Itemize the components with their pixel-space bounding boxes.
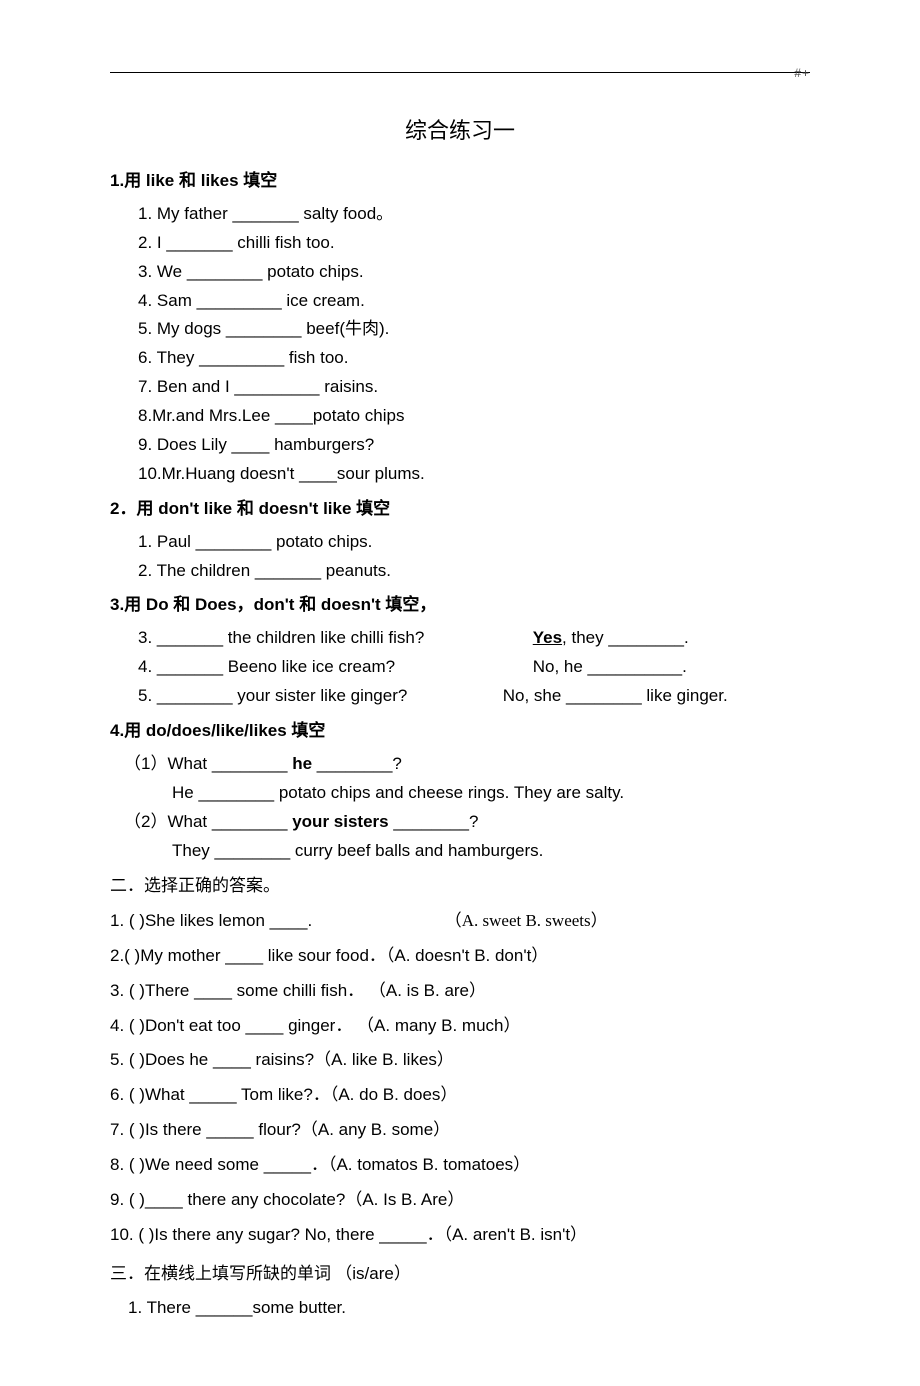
- sec1-b1: like: [141, 171, 179, 190]
- s4-q1: （1）What ________ he ________?: [124, 750, 810, 779]
- sec3-cn2: 和: [173, 595, 190, 614]
- p3-hb: is/are: [352, 1264, 394, 1283]
- p2-q6: 6. ( )What _____ Tom like?．（A. do B. doe…: [110, 1078, 810, 1113]
- part2-heading: 二．选择正确的答案。: [110, 871, 810, 902]
- sec1-cn1: 用: [124, 171, 141, 190]
- sec1-b2: likes: [196, 171, 243, 190]
- p2-q10: 10. ( )Is there any sugar? No, there ___…: [110, 1218, 810, 1253]
- s3-5-left: 5. ________ your sister like ginger?: [138, 682, 498, 711]
- section-3-heading: 3.用 Do 和 Does，don't 和 doesn't 填空，: [110, 591, 810, 620]
- s3-3-left: 3. _______ the children like chilli fish…: [138, 624, 528, 653]
- s1-item-5c: ).: [379, 319, 389, 338]
- s1-item-5b: 牛肉: [345, 319, 379, 338]
- p2-q8: 8. ( )We need some _____．（A. tomatos B. …: [110, 1148, 810, 1183]
- s4-q1c: ________?: [312, 754, 402, 773]
- s3-5-right: No, she ________ like ginger.: [503, 682, 728, 711]
- s4-q1-sub: He ________ potato chips and cheese ring…: [172, 779, 810, 808]
- header-rule: [110, 72, 810, 73]
- p2-q1: 1. ( )She likes lemon ____. （A. sweet B.…: [110, 904, 810, 939]
- p2-q5: 5. ( )Does he ____ raisins?（A. like B. l…: [110, 1043, 810, 1078]
- p3-hc: ）: [394, 1264, 411, 1283]
- s3-item-4: 4. _______ Beeno like ice cream? No, he …: [138, 653, 810, 682]
- sec4-b1: do/does/like/likes: [141, 721, 291, 740]
- section-4-heading: 4.用 do/does/like/likes 填空: [110, 717, 810, 746]
- p2-q7: 7. ( )Is there _____ flour?（A. any B. so…: [110, 1113, 810, 1148]
- s1-item-7: 7. Ben and I _________ raisins.: [138, 373, 810, 402]
- sec2-b1: don't like: [153, 499, 236, 518]
- s1-item-5: 5. My dogs ________ beef(牛肉).: [138, 315, 810, 344]
- s3-4-right: No, he __________.: [533, 653, 687, 682]
- s1-item-6: 6. They _________ fish too.: [138, 344, 810, 373]
- s3-item-5: 5. ________ your sister like ginger? No,…: [138, 682, 810, 711]
- corner-mark: #+: [794, 66, 810, 80]
- sec1-cn2: 和: [179, 171, 196, 190]
- sec3-cn3: ，: [237, 595, 254, 614]
- s3-4-left: 4. _______ Beeno like ice cream?: [138, 653, 528, 682]
- sec3-b4: doesn't: [316, 595, 385, 614]
- s1-item-4: 4. Sam _________ ice cream.: [138, 287, 810, 316]
- worksheet-page: #+ 综合练习一 1.用 like 和 likes 填空 1. My fathe…: [0, 0, 920, 1386]
- s3-item-3: 3. _______ the children like chilli fish…: [138, 624, 810, 653]
- sec2-b2: doesn't like: [254, 499, 356, 518]
- sec3-cn5: 填空，: [385, 595, 436, 614]
- p2-q1a: 1. ( )She likes lemon ____.: [110, 904, 440, 939]
- p2-q2: 2.( )My mother ____ like sour food．（A. d…: [110, 939, 810, 974]
- p2-q1b: （A. sweet B. sweets）: [445, 911, 608, 930]
- sec2-cn1: 用: [136, 499, 153, 518]
- s4-q2b: your sisters: [292, 812, 388, 831]
- sec4-cn1: 用: [124, 721, 141, 740]
- s1-item-9: 9. Does Lily ____ hamburgers?: [138, 431, 810, 460]
- sec3-cn1: 用: [124, 595, 141, 614]
- s2-item-1: 1. Paul ________ potato chips.: [138, 528, 810, 557]
- s1-item-5a: 5. My dogs ________ beef(: [138, 319, 345, 338]
- sec3-prefix: 3.: [110, 595, 124, 614]
- s3-3-tail: , they ________.: [562, 628, 689, 647]
- sec2-cn3: 填空: [356, 499, 390, 518]
- p3-item-1: 1. There ______some butter.: [128, 1291, 810, 1326]
- sec1-cn3: 填空: [243, 171, 277, 190]
- s4-q2c: ________?: [389, 812, 479, 831]
- s4-q1a: （1）What ________: [124, 754, 292, 773]
- p3-ha: 三．在横线上填写所缺的单词 （: [110, 1264, 352, 1283]
- p2-q9: 9. ( )____ there any chocolate?（A. Is B.…: [110, 1183, 810, 1218]
- p2-q4: 4. ( )Don't eat too ____ ginger． （A. man…: [110, 1009, 810, 1044]
- s4-q1b: he: [292, 754, 312, 773]
- s2-item-2: 2. The children _______ peanuts.: [138, 557, 810, 586]
- s1-item-2: 2. I _______ chilli fish too.: [138, 229, 810, 258]
- page-title: 综合练习一: [110, 113, 810, 145]
- s3-3-yes: Yes: [533, 628, 562, 647]
- sec3-cn4: 和: [299, 595, 316, 614]
- s1-item-1: 1. My father _______ salty food。: [138, 200, 810, 229]
- sec3-b3: don't: [254, 595, 300, 614]
- sec2-cn2: 和: [237, 499, 254, 518]
- section-1-heading: 1.用 like 和 likes 填空: [110, 167, 810, 196]
- s1-item-3: 3. We ________ potato chips.: [138, 258, 810, 287]
- s4-q2-sub: They ________ curry beef balls and hambu…: [172, 837, 810, 866]
- sec4-prefix: 4.: [110, 721, 124, 740]
- sec3-b1: Do: [141, 595, 173, 614]
- sec4-cn2: 填空: [291, 721, 325, 740]
- s1-item-10: 10.Mr.Huang doesn't ____sour plums.: [138, 460, 810, 489]
- s1-item-8: 8.Mr.and Mrs.Lee ____potato chips: [138, 402, 810, 431]
- section-2-heading: 2．用 don't like 和 doesn't like 填空: [110, 495, 810, 524]
- s3-3-right: Yes, they ________.: [533, 624, 689, 653]
- sec3-b2: Does: [190, 595, 236, 614]
- p2-q3: 3. ( )There ____ some chilli fish． （A. i…: [110, 974, 810, 1009]
- s4-q2a: （2）What ________: [124, 812, 292, 831]
- sec2-prefix: 2．: [110, 499, 136, 518]
- sec1-prefix: 1.: [110, 171, 124, 190]
- part3-heading: 三．在横线上填写所缺的单词 （is/are）: [110, 1259, 810, 1290]
- s4-q2: （2）What ________ your sisters ________?: [124, 808, 810, 837]
